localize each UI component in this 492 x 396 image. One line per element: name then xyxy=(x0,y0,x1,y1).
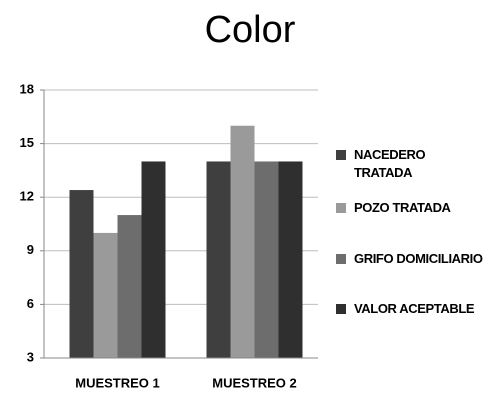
x-tick-label: MUESTREO 2 xyxy=(212,375,297,390)
legend-swatch xyxy=(336,254,346,264)
y-tick-label: 12 xyxy=(20,189,34,204)
legend-item: VALOR ACEPTABLE xyxy=(336,300,486,318)
legend-swatch xyxy=(336,304,346,314)
bar xyxy=(93,232,118,358)
legend-swatch xyxy=(336,150,346,160)
chart-title: Color xyxy=(205,9,296,51)
legend-item: POZO TRATADA xyxy=(336,199,486,217)
legend-item: GRIFO DOMICILIARIO xyxy=(336,250,486,268)
legend-swatch xyxy=(336,203,346,213)
bar xyxy=(278,161,303,358)
bar xyxy=(117,215,142,358)
legend-item: NACEDERO TRATADA xyxy=(336,146,486,182)
legend-label: GRIFO DOMICILIARIO xyxy=(354,251,483,266)
legend-label: POZO TRATADA xyxy=(354,200,451,215)
x-tick-label: MUESTREO 1 xyxy=(75,375,160,390)
y-tick-label: 9 xyxy=(27,242,34,257)
legend-label: VALOR ACEPTABLE xyxy=(354,301,475,316)
bar xyxy=(69,190,94,358)
legend-label: NACEDERO TRATADA xyxy=(354,147,426,180)
y-tick-label: 18 xyxy=(20,81,34,96)
y-tick-label: 6 xyxy=(27,296,34,311)
y-tick-label: 3 xyxy=(27,349,34,364)
y-tick-label: 15 xyxy=(20,135,34,150)
bar xyxy=(206,161,231,358)
bar xyxy=(254,161,279,358)
bar xyxy=(230,125,255,358)
bar xyxy=(141,161,166,358)
